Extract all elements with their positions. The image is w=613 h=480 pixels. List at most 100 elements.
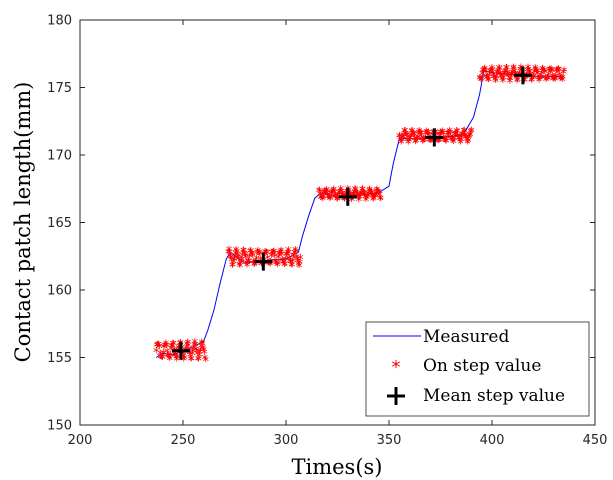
on-step-point: * (332, 191, 339, 206)
on-step-point: * (159, 353, 166, 368)
on-step-point: * (371, 191, 378, 206)
on-step-point: * (267, 259, 274, 274)
on-step-point: * (167, 350, 174, 365)
on-step-point: * (186, 348, 193, 363)
y-axis-ticks: 150 155 160 165 170 175 180 (47, 14, 595, 434)
on-step-point: * (485, 75, 492, 90)
on-step-point: * (418, 129, 425, 144)
on-step-point: * (297, 253, 304, 268)
on-step-point: * (545, 70, 552, 85)
on-step-point: * (284, 249, 291, 264)
on-step-point: * (190, 346, 197, 361)
on-step-point: * (549, 66, 556, 81)
on-step-point: * (503, 63, 510, 78)
on-step-point: * (292, 245, 299, 260)
on-step-point: * (510, 64, 517, 79)
on-step-point: * (201, 348, 208, 363)
on-step-point: * (450, 137, 457, 152)
on-step-point: * (540, 64, 547, 79)
on-step-point: * (422, 134, 429, 149)
on-step-point: * (511, 63, 518, 78)
on-step-point: * (327, 193, 334, 208)
on-step-point: * (268, 257, 275, 272)
on-step-point: * (243, 258, 250, 273)
on-step-point: * (522, 75, 529, 90)
on-step-point: * (410, 129, 417, 144)
measured-line (155, 70, 565, 358)
on-step-point: * (502, 67, 509, 82)
on-step-point: * (487, 67, 494, 82)
on-step-point: * (242, 252, 249, 267)
on-step-point: * (328, 189, 335, 204)
on-step-point: * (321, 188, 328, 203)
on-step-point: * (322, 186, 329, 201)
on-step-point: * (451, 134, 458, 149)
legend-label-onstep: On step value (423, 356, 541, 376)
on-step-point: * (295, 256, 302, 271)
on-step-point: * (477, 73, 484, 88)
on-step-point: * (537, 73, 544, 88)
on-step-point: * (291, 248, 298, 263)
on-step-point: * (155, 340, 162, 355)
on-step-point: * (531, 71, 538, 86)
on-step-point: * (509, 69, 516, 84)
on-step-point: * (198, 341, 205, 356)
on-step-point: * (163, 340, 170, 355)
on-step-point: * (543, 75, 550, 90)
on-step-point: * (457, 138, 464, 153)
on-step-point: * (500, 76, 507, 91)
on-step-point: * (188, 354, 195, 369)
on-step-point: * (367, 187, 374, 202)
on-step-point: * (197, 346, 204, 361)
on-step-point: * (158, 352, 165, 367)
on-step-point: * (286, 253, 293, 268)
on-step-point: * (511, 66, 518, 81)
on-step-point: * (188, 355, 195, 370)
on-step-point: * (197, 347, 204, 362)
on-step-point: * (424, 128, 431, 143)
on-step-point: * (535, 74, 542, 89)
on-step-point: * (320, 194, 327, 209)
on-step-point: * (461, 126, 468, 141)
on-step-point: * (522, 72, 529, 87)
on-step-point: * (513, 72, 520, 87)
on-step-point: * (170, 339, 177, 354)
on-step-point: * (411, 130, 418, 145)
on-step-point: * (180, 352, 187, 367)
on-step-point: * (399, 135, 406, 150)
on-step-point: * (193, 344, 200, 359)
on-step-point: * (509, 68, 516, 83)
on-step-point: * (485, 75, 492, 90)
on-step-point: * (452, 129, 459, 144)
on-step-point: * (460, 126, 467, 141)
on-step-point: * (503, 63, 510, 78)
on-step-point: * (364, 191, 371, 206)
on-step-point: * (517, 65, 524, 80)
on-step-point: * (434, 136, 441, 151)
on-step-point: * (251, 259, 258, 274)
on-step-point: * (200, 343, 207, 358)
on-step-point: * (444, 133, 451, 148)
on-step-point: * (323, 186, 330, 201)
on-step-point: * (369, 191, 376, 206)
on-step-point: * (416, 126, 423, 141)
on-step-point: * (257, 249, 264, 264)
on-step-point: * (159, 353, 166, 368)
on-step-point: * (266, 258, 273, 273)
on-step-point: * (372, 192, 379, 207)
on-step-point: * (271, 251, 278, 266)
y-tick-label: 165 (47, 216, 72, 231)
on-step-point: * (362, 192, 369, 207)
on-step-point: * (476, 73, 483, 88)
on-step-point: * (279, 255, 286, 270)
on-step-point: * (482, 66, 489, 81)
on-step-point: * (374, 187, 381, 202)
on-step-point: * (483, 73, 490, 88)
on-step-point: * (412, 137, 419, 152)
on-step-point: * (271, 247, 278, 262)
on-step-point: * (194, 349, 201, 364)
on-step-point: * (326, 192, 333, 207)
on-step-point: * (153, 346, 160, 361)
on-step-point: * (457, 135, 464, 150)
on-step-point: * (478, 74, 485, 89)
